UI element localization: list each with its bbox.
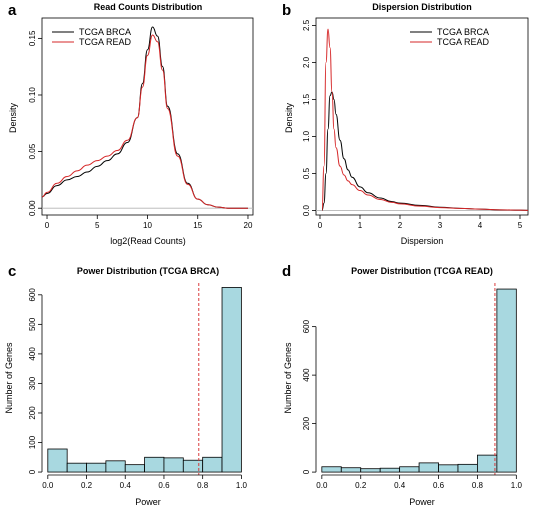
panel-b-legend: TCGA BRCA TCGA READ [410, 27, 490, 47]
plot-frame [315, 17, 529, 216]
series-line-brca [41, 26, 248, 209]
x-tick-label: 10 [143, 221, 152, 230]
panel-b-title: Dispersion Distribution [372, 2, 472, 12]
histogram-bar [221, 287, 242, 473]
series-line-read [321, 28, 529, 212]
x-tick-label: 0.0 [316, 481, 328, 490]
y-tick-label: 0.5 [302, 167, 311, 179]
legend-label-read: TCGA READ [437, 37, 490, 47]
y-tick-label: 0.10 [28, 87, 37, 103]
x-tick-label: 0.8 [197, 481, 209, 490]
histogram-bar [360, 468, 381, 473]
y-tick-label: 400 [302, 368, 311, 382]
panel-b-ylabel: Density [284, 102, 294, 133]
y-tick-label: 1.5 [302, 93, 311, 105]
histogram-bar [202, 456, 223, 473]
y-tick-label: 2.0 [302, 56, 311, 68]
y-tick-label: 200 [28, 406, 37, 420]
legend-label-brca: TCGA BRCA [437, 27, 489, 37]
x-tick-label: 2 [398, 221, 403, 230]
y-tick-label: 0 [28, 469, 37, 474]
x-tick-label: 15 [193, 221, 202, 230]
series-line-brca [321, 91, 529, 212]
y-tick-label: 300 [28, 376, 37, 390]
panel-b-xlabel: Dispersion [401, 236, 444, 246]
panel-a-xlabel: log2(Read Counts) [110, 236, 186, 246]
panel-a-legend: TCGA BRCA TCGA READ [52, 27, 132, 47]
histogram-bar [399, 466, 420, 473]
y-tick-label: 200 [302, 416, 311, 430]
panel-c-xlabel: Power [135, 497, 161, 507]
y-tick-label: 0.05 [28, 143, 37, 159]
y-tick-label: 0.15 [28, 30, 37, 46]
panel-letter-a: a [8, 2, 17, 19]
legend-label-brca: TCGA BRCA [79, 27, 131, 37]
x-tick-label: 0.2 [355, 481, 367, 490]
panel-c-ylabel: Number of Genes [4, 342, 14, 414]
plot-frame [41, 17, 254, 216]
x-tick-label: 0.4 [120, 481, 132, 490]
histogram-bar [124, 464, 145, 473]
histogram-bar [321, 466, 342, 473]
x-tick-label: 0 [318, 221, 323, 230]
histogram-bar [457, 463, 478, 473]
x-tick-label: 0.0 [42, 481, 54, 490]
x-tick-label: 0.8 [472, 481, 484, 490]
histogram-bar [477, 454, 498, 473]
y-tick-label: 0 [302, 469, 311, 474]
y-tick-label: 0.00 [28, 200, 37, 216]
histogram-bar [340, 467, 362, 473]
y-tick-label: 600 [302, 319, 311, 333]
x-tick-label: 0.2 [81, 481, 93, 490]
panel-letter-c: c [8, 263, 16, 280]
panel-letter-d: d [282, 263, 291, 280]
histogram-bar [379, 467, 401, 473]
histogram-bar [86, 462, 107, 473]
series-line-read [41, 34, 248, 209]
panel-d-title: Power Distribution (TCGA READ) [351, 266, 493, 276]
x-tick-label: 1.0 [236, 481, 248, 490]
x-tick-label: 4 [478, 221, 483, 230]
y-tick-label: 0.0 [302, 204, 311, 216]
histogram-bar [66, 462, 87, 473]
panel-d-xlabel: Power [409, 497, 435, 507]
x-tick-label: 5 [95, 221, 100, 230]
y-tick-label: 1.0 [302, 130, 311, 142]
panel-d: d Power Distribution (TCGA READ) Power N… [282, 263, 522, 507]
y-tick-label: 400 [28, 347, 37, 361]
histogram-bar [182, 459, 204, 473]
panel-letter-b: b [282, 2, 291, 19]
histogram-bar [105, 460, 126, 473]
x-tick-label: 0.6 [433, 481, 445, 490]
x-tick-label: 0 [45, 221, 50, 230]
panel-c-title: Power Distribution (TCGA BRCA) [77, 266, 219, 276]
y-tick-label: 600 [28, 288, 37, 302]
x-tick-label: 3 [438, 221, 443, 230]
histogram-bar [496, 288, 517, 473]
histogram-bar [47, 448, 68, 473]
y-tick-label: 2.5 [302, 19, 311, 31]
panel-c: c Power Distribution (TCGA BRCA) Power N… [4, 263, 247, 507]
x-tick-label: 5 [518, 221, 523, 230]
x-tick-label: 0.6 [158, 481, 170, 490]
x-tick-label: 1 [358, 221, 363, 230]
panel-d-ylabel: Number of Genes [283, 342, 293, 414]
panel-a: a Read Counts Distribution log2(Read Cou… [8, 2, 254, 246]
x-tick-label: 20 [244, 221, 253, 230]
histogram-bar [418, 462, 439, 473]
x-tick-label: 0.4 [394, 481, 406, 490]
panel-a-title: Read Counts Distribution [94, 2, 203, 12]
histogram-bar [144, 456, 165, 473]
panel-a-ylabel: Density [8, 102, 18, 133]
y-tick-label: 100 [28, 435, 37, 449]
x-tick-label: 1.0 [511, 481, 523, 490]
legend-label-read: TCGA READ [79, 37, 132, 47]
histogram-bar [163, 457, 184, 473]
y-tick-label: 500 [28, 317, 37, 331]
panel-b: b Dispersion Distribution Dispersion Den… [282, 2, 529, 246]
histogram-bar [438, 464, 459, 473]
